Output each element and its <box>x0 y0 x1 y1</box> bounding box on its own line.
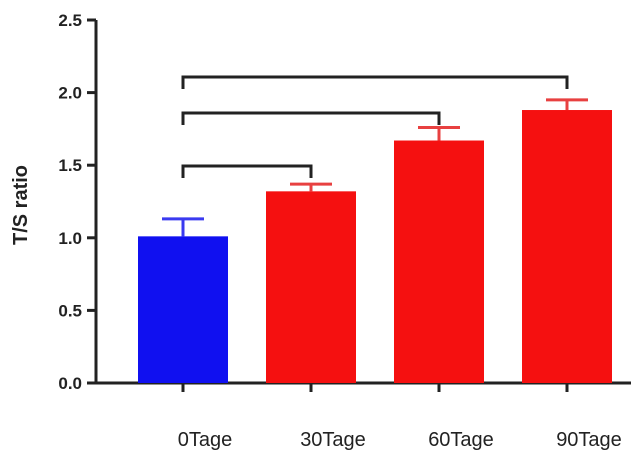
x-axis <box>95 381 631 392</box>
x-tick-label: 60Tage <box>428 429 494 451</box>
bars <box>138 110 612 384</box>
error-bar <box>418 125 460 141</box>
error-bar <box>290 182 332 192</box>
bar-30Tage <box>266 191 356 383</box>
significance-bracket <box>181 75 569 89</box>
x-tick-label: 30Tage <box>300 429 366 451</box>
error-bar <box>546 98 588 111</box>
significance-bracket <box>181 111 441 125</box>
y-tick-label: 0.0 <box>58 374 82 393</box>
significance-brackets <box>181 75 569 178</box>
y-axis-title: T/S ratio <box>10 165 32 245</box>
y-tick-label: 1.5 <box>58 156 82 175</box>
category-labels: 0Tage 30Tage 60Tage 90Tage <box>178 429 622 451</box>
y-tick-label: 1.0 <box>58 229 82 248</box>
significance-bracket <box>181 164 313 178</box>
bar-60Tage <box>394 140 484 383</box>
bar-90Tage <box>522 110 612 384</box>
bar-0Tage <box>138 236 228 383</box>
error-bar <box>162 217 204 237</box>
y-tick-label: 2.0 <box>58 84 82 103</box>
y-tick-label: 0.5 <box>58 301 82 320</box>
y-tick-label: 2.5 <box>58 11 82 30</box>
y-axis: 0.0 0.5 1.0 1.5 2.0 2.5 <box>58 11 98 393</box>
error-bars <box>162 98 588 237</box>
x-tick-label: 90Tage <box>556 429 622 451</box>
x-tick-label: 0Tage <box>178 429 233 451</box>
